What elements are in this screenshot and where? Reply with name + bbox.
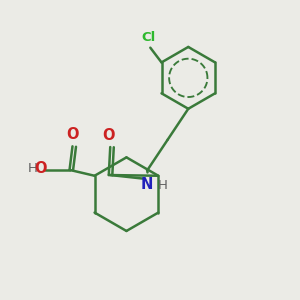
Text: O: O bbox=[66, 128, 79, 142]
Text: O: O bbox=[34, 161, 46, 176]
Text: H: H bbox=[28, 162, 38, 175]
Text: O: O bbox=[103, 128, 115, 143]
Text: Cl: Cl bbox=[142, 31, 156, 44]
Text: H: H bbox=[158, 178, 167, 192]
Text: N: N bbox=[141, 177, 153, 192]
